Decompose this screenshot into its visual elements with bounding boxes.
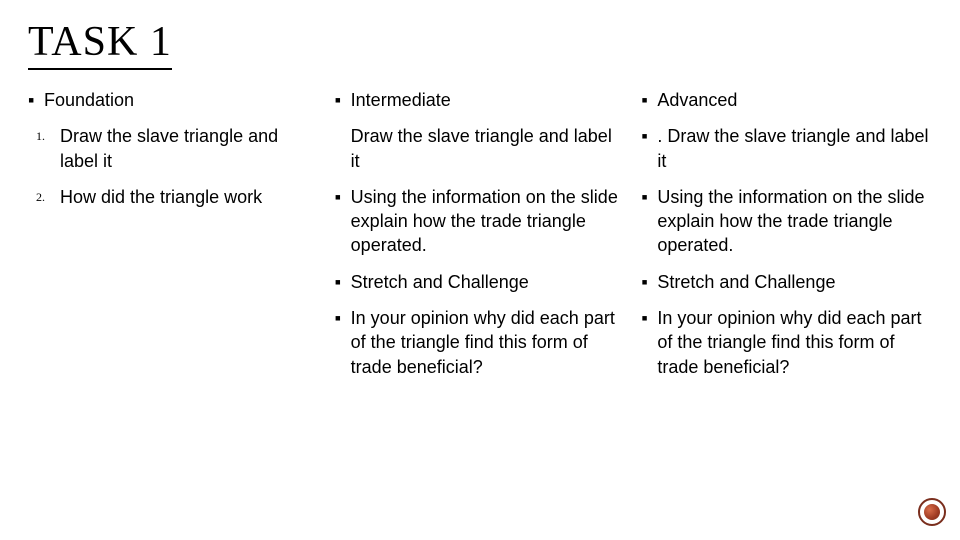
- heading-text: Advanced: [657, 88, 932, 112]
- heading-text: Intermediate: [351, 88, 626, 112]
- bullet-text: Stretch and Challenge: [351, 270, 626, 294]
- bullet-icon: ▪: [641, 306, 657, 330]
- bullet-item: ▪ In your opinion why did each part of t…: [641, 306, 932, 379]
- bullet-icon: ▪: [335, 270, 351, 294]
- heading-text: Foundation: [44, 88, 319, 112]
- bullet-item: ▪ Stretch and Challenge: [335, 270, 626, 294]
- bullet-text: In your opinion why did each part of the…: [657, 306, 932, 379]
- bullet-item: ▪ Stretch and Challenge: [641, 270, 932, 294]
- number-marker: 1.: [36, 124, 60, 144]
- bullet-text: Using the information on the slide expla…: [351, 185, 626, 258]
- bullet-icon: ▪: [641, 185, 657, 209]
- numbered-text: Draw the slave triangle and label it: [60, 124, 319, 173]
- bullet-item: ▪ Using the information on the slide exp…: [641, 185, 932, 258]
- numbered-item: 1. Draw the slave triangle and label it: [36, 124, 319, 173]
- lead-text: . Draw the slave triangle and label it: [657, 124, 932, 173]
- column-heading: ▪ Intermediate: [335, 88, 626, 112]
- bullet-icon: ▪: [641, 88, 657, 112]
- bullet-item: ▪ In your opinion why did each part of t…: [335, 306, 626, 379]
- numbered-item: 2. How did the triangle work: [36, 185, 319, 209]
- corner-ball-icon: [924, 504, 940, 520]
- number-marker: 2.: [36, 185, 60, 205]
- lead-text: Draw the slave triangle and label it: [351, 126, 612, 170]
- column-advanced: ▪ Advanced ▪ . Draw the slave triangle a…: [641, 88, 932, 391]
- bullet-item: ▪ Using the information on the slide exp…: [335, 185, 626, 258]
- lead-item: ▪ . Draw the slave triangle and label it: [641, 124, 932, 173]
- column-heading: ▪ Foundation: [28, 88, 319, 112]
- column-heading: ▪ Advanced: [641, 88, 932, 112]
- lead-item: Draw the slave triangle and label it: [335, 124, 626, 173]
- column-intermediate: ▪ Intermediate Draw the slave triangle a…: [335, 88, 626, 391]
- bullet-icon: ▪: [335, 185, 351, 209]
- corner-decoration-icon: [918, 498, 946, 526]
- slide-title: TASK 1: [28, 18, 172, 70]
- numbered-text: How did the triangle work: [60, 185, 319, 209]
- bullet-text: In your opinion why did each part of the…: [351, 306, 626, 379]
- bullet-text: Stretch and Challenge: [657, 270, 932, 294]
- bullet-icon: ▪: [641, 270, 657, 294]
- column-foundation: ▪ Foundation 1. Draw the slave triangle …: [28, 88, 319, 391]
- bullet-icon: ▪: [641, 124, 657, 148]
- bullet-icon: ▪: [28, 88, 44, 112]
- bullet-text: Using the information on the slide expla…: [657, 185, 932, 258]
- bullet-icon: ▪: [335, 306, 351, 330]
- bullet-icon: ▪: [335, 88, 351, 112]
- columns-container: ▪ Foundation 1. Draw the slave triangle …: [28, 88, 932, 391]
